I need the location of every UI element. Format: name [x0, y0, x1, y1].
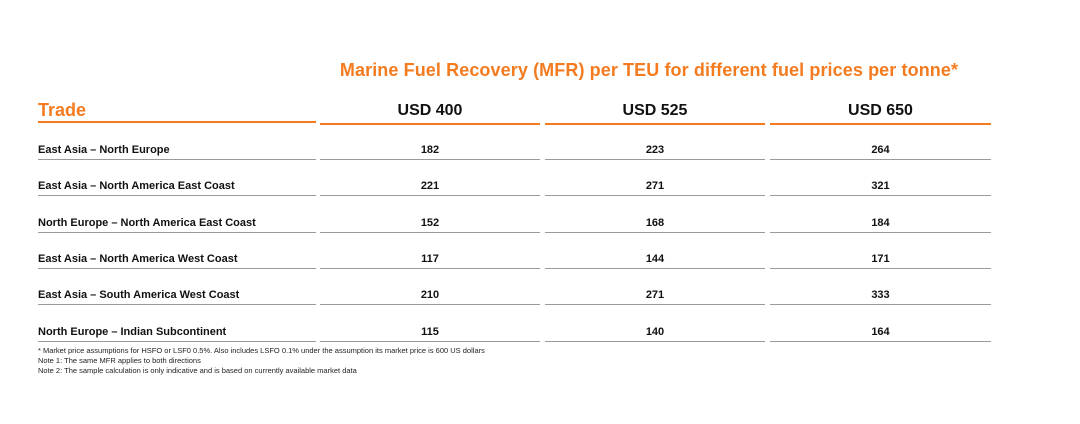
footnotes: * Market price assumptions for HSFO or L…: [38, 346, 485, 376]
trade-cell: East Asia – North America West Coast: [38, 252, 316, 269]
trade-cell: East Asia – North Europe: [38, 143, 316, 160]
value-cell: 210: [320, 288, 540, 305]
value-cell: 221: [320, 179, 540, 196]
value-cell: 333: [770, 288, 991, 305]
value-cell: 264: [770, 143, 991, 160]
table-row: East Asia – North America West Coast 117…: [0, 252, 1080, 272]
value-cell: 271: [545, 179, 765, 196]
footnote-asterisk: * Market price assumptions for HSFO or L…: [38, 346, 485, 355]
value-cell: 144: [545, 252, 765, 269]
table-row: East Asia – North Europe 182 223 264: [0, 143, 1080, 163]
value-cell: 140: [545, 325, 765, 342]
value-cell: 184: [770, 216, 991, 233]
table-row: North Europe – North America East Coast …: [0, 216, 1080, 236]
value-cell: 117: [320, 252, 540, 269]
value-cell: 182: [320, 143, 540, 160]
table-row: North Europe – Indian Subcontinent 115 1…: [0, 325, 1080, 345]
value-cell: 152: [320, 216, 540, 233]
value-cell: 271: [545, 288, 765, 305]
header-usd-650: USD 650: [770, 100, 991, 125]
value-cell: 115: [320, 325, 540, 342]
footnote-note-1: Note 1: The same MFR applies to both dir…: [38, 356, 201, 365]
value-cell: 168: [545, 216, 765, 233]
table-row: East Asia – South America West Coast 210…: [0, 288, 1080, 308]
trade-cell: East Asia – South America West Coast: [38, 288, 316, 305]
trade-cell: East Asia – North America East Coast: [38, 179, 316, 196]
header-usd-525: USD 525: [545, 100, 765, 125]
value-cell: 321: [770, 179, 991, 196]
table-title: Marine Fuel Recovery (MFR) per TEU for d…: [339, 60, 959, 80]
header-usd-400: USD 400: [320, 100, 540, 125]
trade-cell: North Europe – Indian Subcontinent: [38, 325, 316, 342]
footnote-note-2: Note 2: The sample calculation is only i…: [38, 366, 357, 375]
value-cell: 223: [545, 143, 765, 160]
table-row: East Asia – North America East Coast 221…: [0, 179, 1080, 199]
header-trade: Trade: [38, 100, 316, 123]
trade-cell: North Europe – North America East Coast: [38, 216, 316, 233]
value-cell: 171: [770, 252, 991, 269]
value-cell: 164: [770, 325, 991, 342]
